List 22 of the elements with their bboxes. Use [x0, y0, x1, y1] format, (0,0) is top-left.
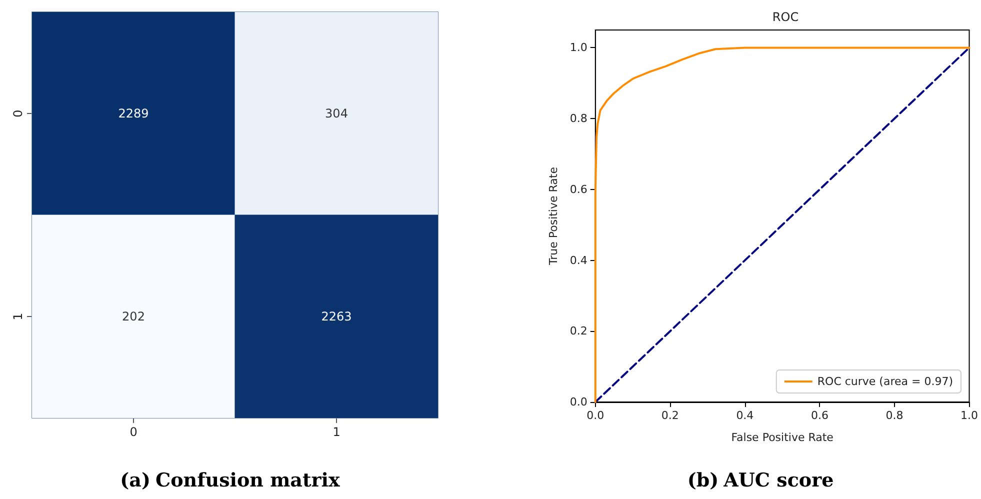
data-label: 2263 — [321, 310, 352, 324]
x-tick-label: 0.4 — [736, 409, 754, 422]
y-tick-label: 0.6 — [570, 182, 588, 196]
x-tick-label: 0.8 — [886, 409, 904, 422]
chart-title: ROC — [772, 10, 799, 24]
legend-label: ROC curve (area = 0.97) — [817, 375, 953, 388]
data-label: 2289 — [118, 106, 149, 120]
text: (a) Confusion matrix — [120, 470, 340, 492]
data-label: 304 — [325, 106, 348, 120]
x-tick-label: 0.2 — [661, 409, 679, 422]
y-tick-label: 0.0 — [570, 396, 588, 408]
y-tick-label: 0.8 — [570, 112, 588, 126]
x-tick-label: 0.0 — [586, 409, 604, 422]
y-tick-label: 1.0 — [570, 41, 588, 54]
x-tick-label: 1.0 — [960, 409, 978, 422]
y-axis-title: True Positive Rate — [547, 166, 560, 266]
x-axis-title: False Positive Rate — [731, 431, 834, 444]
y-tick-label: 0.4 — [570, 254, 588, 267]
data-label: 202 — [122, 310, 145, 324]
y-tick-label: 0.2 — [570, 324, 588, 338]
x-tick-label: 0.6 — [810, 409, 828, 422]
text: (b) AUC score — [687, 470, 834, 492]
